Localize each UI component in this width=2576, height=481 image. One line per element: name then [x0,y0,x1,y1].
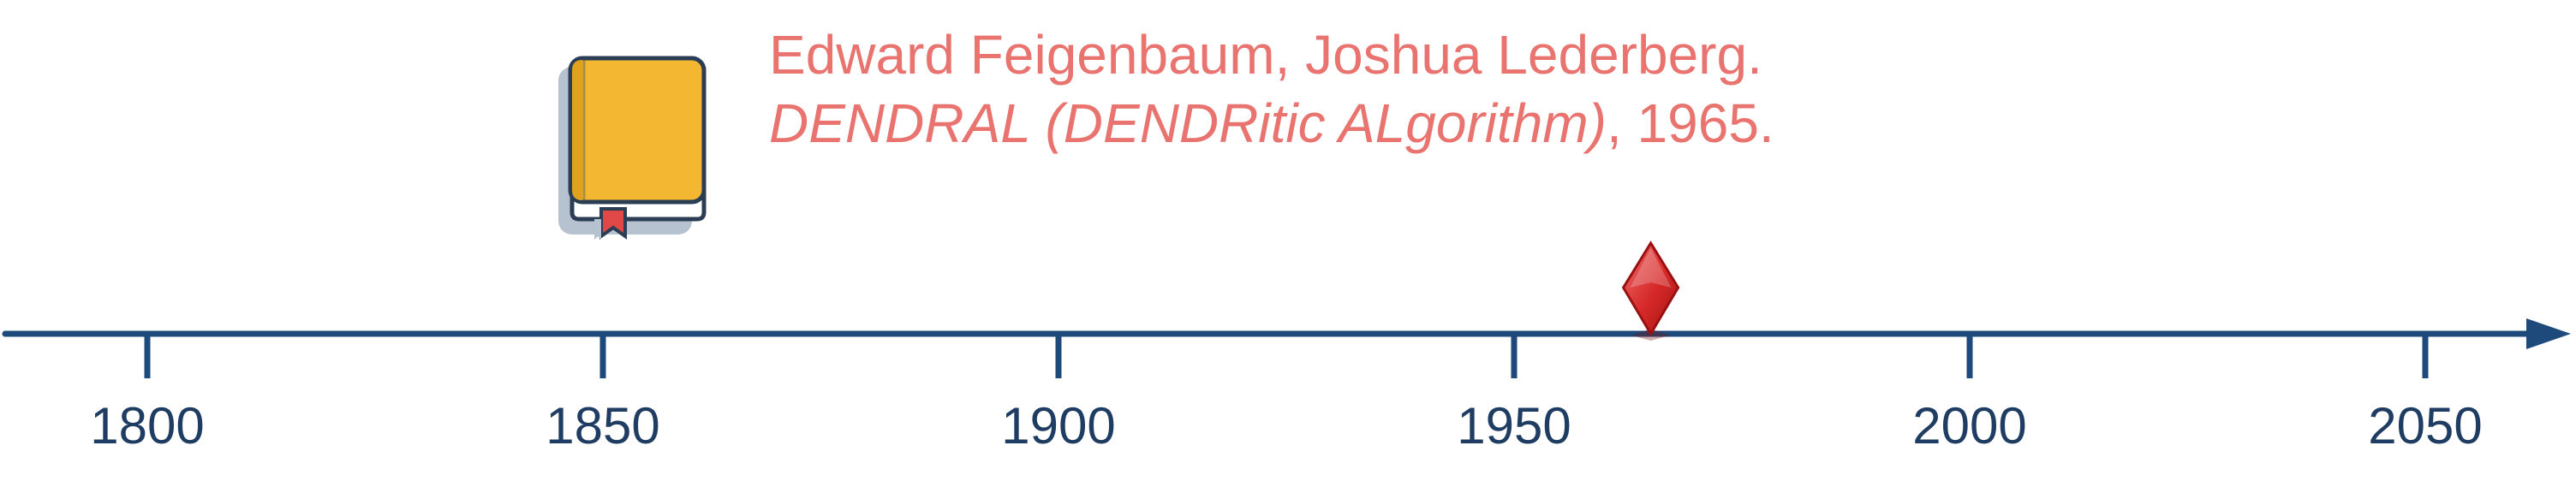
tick-label: 1950 [1457,397,1571,454]
diamond-marker-icon [1621,240,1680,341]
tick-label: 1800 [90,397,204,454]
book-icon [558,56,707,240]
tick-label: 2050 [2368,397,2482,454]
citation-text: Edward Feigenbaum, Joshua Lederberg. DEN… [769,21,1968,157]
citation-title-suffix: , 1965. [1606,92,1774,154]
citation-title-line: DENDRAL (DENDRitic ALgorithm), 1965. [769,89,1968,157]
tick-label: 1900 [1001,397,1115,454]
citation-title: DENDRAL (DENDRitic ALgorithm) [769,92,1607,154]
tick-label: 2000 [1912,397,2026,454]
tick-group: 1800 1850 1900 1950 2000 2050 [90,334,2483,454]
axis-arrowhead [2526,318,2571,349]
tick-label: 1850 [546,397,659,454]
citation-authors: Edward Feigenbaum, Joshua Lederberg. [769,24,1762,86]
